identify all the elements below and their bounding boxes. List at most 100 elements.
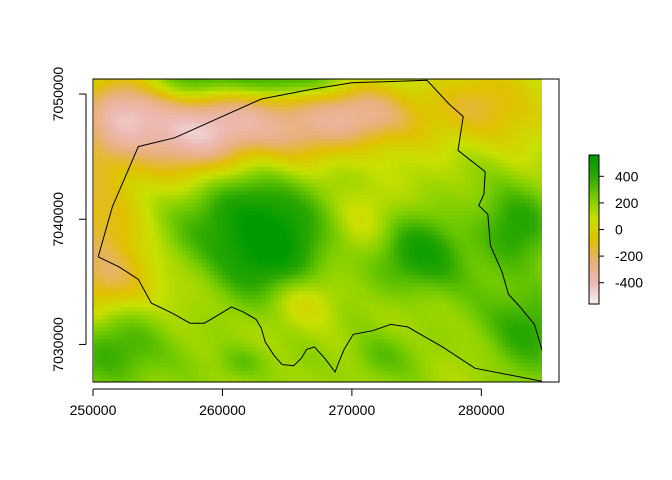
raster-cell [382,95,387,100]
raster-cell [402,199,407,204]
raster-cell [406,175,411,180]
raster-cell [382,183,387,188]
raster-cell [418,147,423,152]
raster-cell [510,83,515,88]
raster-cell [214,115,219,120]
raster-cell [174,131,179,136]
raster-cell [486,139,491,144]
raster-cell [382,163,387,168]
raster-cell [234,227,239,232]
raster-cell [114,107,119,112]
raster-cell [102,187,107,192]
raster-cell [178,79,183,84]
raster-cell [474,191,479,196]
raster-cell [98,203,103,208]
raster-cell [258,163,263,168]
raster-cell [266,83,271,88]
raster-cell [370,175,375,180]
raster-cell [226,147,231,152]
raster-cell [430,191,435,196]
raster-cell [110,191,115,196]
raster-cell [222,207,227,212]
raster-cell [274,255,279,260]
raster-cell [306,227,311,232]
raster-cell [450,147,455,152]
raster-cell [106,115,111,120]
raster-cell [126,131,131,136]
raster-cell [378,231,383,236]
raster-cell [282,91,287,96]
raster-cell [506,179,511,184]
raster-cell [150,167,155,172]
raster-cell [454,183,459,188]
raster-cell [290,179,295,184]
raster-cell [510,187,515,192]
raster-cell [470,79,475,84]
raster-cell [186,191,191,196]
raster-cell [206,183,211,188]
raster-cell [370,207,375,212]
raster-cell [410,223,415,228]
raster-cell [282,251,287,256]
raster-cell [382,175,387,180]
raster-cell [278,235,283,240]
raster-cell [386,115,391,120]
raster-cell [278,115,283,120]
raster-cell [162,243,167,248]
raster-cell [162,251,167,256]
raster-cell [326,203,331,208]
raster-cell [494,235,499,240]
raster-cell [454,87,459,92]
raster-cell [490,207,495,212]
raster-cell [170,143,175,148]
raster-cell [322,215,327,220]
raster-cell [522,171,527,176]
raster-cell [458,111,463,116]
raster-cell [266,155,271,160]
raster-cell [246,167,251,172]
raster-cell [366,155,371,160]
raster-cell [278,123,283,128]
raster-cell [270,179,275,184]
raster-cell [390,135,395,140]
raster-cell [534,115,539,120]
raster-cell [406,191,411,196]
raster-cell [270,183,275,188]
raster-cell [418,195,423,200]
raster-cell [458,139,463,144]
raster-cell [374,251,379,256]
raster-cell [214,215,219,220]
raster-cell [290,127,295,132]
raster-cell [150,239,155,244]
raster-cell [206,207,211,212]
raster-cell [350,87,355,92]
raster-cell [362,95,367,100]
raster-cell [154,207,159,212]
raster-cell [490,215,495,220]
raster-cell [166,179,171,184]
raster-cell [322,195,327,200]
raster-cell [150,211,155,216]
raster-cell [250,167,255,172]
raster-cell [170,199,175,204]
raster-cell [142,199,147,204]
raster-cell [222,99,227,104]
raster-cell [510,91,515,96]
raster-cell [182,115,187,120]
raster-cell [342,107,347,112]
raster-cell [122,103,127,108]
raster-cell [158,211,163,216]
raster-cell [334,215,339,220]
raster-cell [322,199,327,204]
raster-cell [166,231,171,236]
raster-cell [350,119,355,124]
raster-cell [334,247,339,252]
raster-cell [474,139,479,144]
raster-cell [430,223,435,228]
raster-cell [370,83,375,88]
raster-cell [382,143,387,148]
raster-cell [146,147,151,152]
raster-cell [506,159,511,164]
raster-cell [330,215,335,220]
raster-cell [454,223,459,228]
